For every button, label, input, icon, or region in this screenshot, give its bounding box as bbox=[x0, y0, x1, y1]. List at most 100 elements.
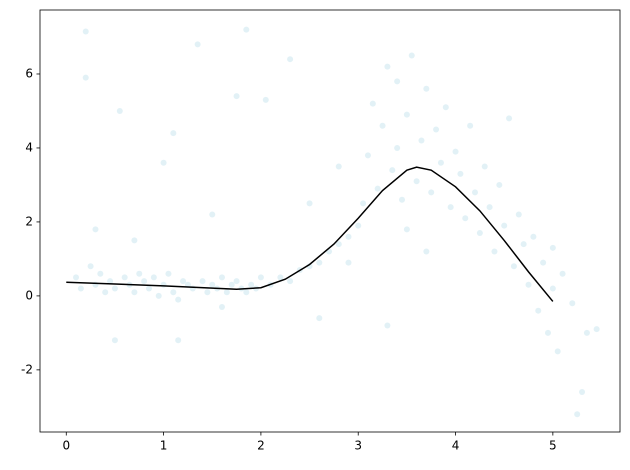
y-tick-label: 2 bbox=[25, 214, 33, 228]
scatter-point bbox=[457, 170, 464, 177]
scatter-point bbox=[423, 248, 430, 255]
y-tick-label: 6 bbox=[25, 66, 33, 80]
scatter-point bbox=[549, 285, 556, 292]
scatter-point bbox=[437, 159, 444, 166]
scatter-point bbox=[170, 130, 177, 137]
x-tick-label: 4 bbox=[452, 439, 460, 453]
scatter-point bbox=[535, 307, 542, 314]
x-tick-label: 5 bbox=[549, 439, 557, 453]
scatter-point bbox=[462, 215, 469, 222]
scatter-point bbox=[467, 122, 474, 129]
scatter-point bbox=[145, 285, 152, 292]
scatter-point bbox=[209, 281, 216, 288]
y-tick-label: 0 bbox=[25, 288, 33, 302]
scatter-point bbox=[82, 74, 89, 81]
scatter-point bbox=[121, 274, 128, 281]
scatter-point bbox=[510, 263, 517, 270]
scatter-point bbox=[287, 56, 294, 63]
scatter-point bbox=[486, 204, 493, 211]
scatter-point bbox=[374, 185, 381, 192]
scatter-point bbox=[155, 292, 162, 299]
scatter-point bbox=[403, 111, 410, 118]
scatter-point bbox=[408, 52, 415, 59]
scatter-point bbox=[248, 281, 255, 288]
plot-frame bbox=[39, 9, 621, 433]
scatter-point bbox=[364, 152, 371, 159]
scatter-point bbox=[559, 270, 566, 277]
scatter-point bbox=[583, 329, 590, 336]
scatter-point bbox=[428, 189, 435, 196]
scatter-point bbox=[403, 226, 410, 233]
scatter-point bbox=[102, 289, 109, 296]
scatter-point bbox=[418, 137, 425, 144]
scatter-point bbox=[413, 178, 420, 185]
scatter-point bbox=[476, 230, 483, 237]
x-tick-label: 1 bbox=[160, 439, 168, 453]
scatter-point bbox=[399, 196, 406, 203]
scatter-point bbox=[554, 348, 561, 355]
scatter-point bbox=[530, 233, 537, 240]
scatter-point bbox=[228, 281, 235, 288]
scatter-point bbox=[277, 274, 284, 281]
scatter-point bbox=[87, 263, 94, 270]
scatter-point bbox=[111, 337, 118, 344]
scatter-point bbox=[442, 104, 449, 111]
scatter-point bbox=[243, 289, 250, 296]
scatter-point bbox=[107, 278, 114, 285]
scatter-point bbox=[515, 211, 522, 218]
scatter-point bbox=[204, 289, 211, 296]
scatter-point bbox=[160, 159, 167, 166]
scatter-point bbox=[194, 41, 201, 48]
scatter-point bbox=[549, 244, 556, 251]
scatter-point bbox=[423, 85, 430, 92]
scatter-point bbox=[452, 148, 459, 155]
scatter-point bbox=[199, 278, 206, 285]
scatter-point bbox=[316, 315, 323, 322]
y-tick-label: 4 bbox=[25, 140, 33, 154]
scatter-point bbox=[160, 281, 167, 288]
scatter-point bbox=[491, 248, 498, 255]
scatter-point bbox=[520, 241, 527, 248]
scatter-point bbox=[316, 259, 323, 266]
scatter-point bbox=[345, 259, 352, 266]
scatter-point bbox=[141, 278, 148, 285]
scatter-point bbox=[233, 278, 240, 285]
scatter-point bbox=[150, 274, 157, 281]
scatter-point bbox=[77, 285, 84, 292]
scatter-point bbox=[165, 270, 172, 277]
scatter-point bbox=[481, 163, 488, 170]
scatter-point bbox=[82, 28, 89, 35]
scatter-point bbox=[544, 329, 551, 336]
scatter-point bbox=[540, 259, 547, 266]
scatter-point bbox=[97, 270, 104, 277]
scatter-point bbox=[574, 411, 581, 418]
x-tick-label: 2 bbox=[257, 439, 265, 453]
scatter-point bbox=[369, 100, 376, 107]
scatter-point bbox=[501, 222, 508, 229]
scatter-point bbox=[394, 144, 401, 151]
scatter-point bbox=[136, 270, 143, 277]
scatter-point bbox=[111, 285, 118, 292]
scatter-point bbox=[175, 296, 182, 303]
scatter-point bbox=[579, 389, 586, 396]
scatter-point bbox=[593, 326, 600, 333]
scatter-point bbox=[287, 278, 294, 285]
scatter-point bbox=[243, 26, 250, 33]
scatter-point bbox=[262, 96, 269, 103]
scatter-point bbox=[180, 278, 187, 285]
scatter-point bbox=[175, 337, 182, 344]
scatter-point bbox=[131, 237, 138, 244]
scatter-point bbox=[131, 289, 138, 296]
scatter-point bbox=[218, 274, 225, 281]
x-tick-label: 0 bbox=[62, 439, 70, 453]
scatter-point bbox=[433, 126, 440, 133]
scatter-point bbox=[335, 163, 342, 170]
scatter-point bbox=[506, 115, 513, 122]
scatter-point bbox=[170, 289, 177, 296]
scatter-point bbox=[525, 281, 532, 288]
scatter-point bbox=[335, 241, 342, 248]
scatter-point bbox=[447, 204, 454, 211]
scatter-point bbox=[233, 93, 240, 100]
scatter-point bbox=[496, 181, 503, 188]
scatter-point bbox=[116, 107, 123, 114]
